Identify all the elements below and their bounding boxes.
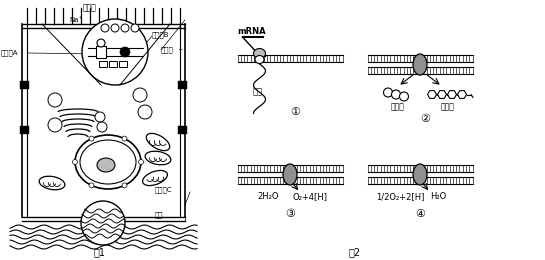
Circle shape <box>138 159 143 165</box>
Circle shape <box>133 88 147 102</box>
Ellipse shape <box>145 151 171 165</box>
Ellipse shape <box>146 133 169 151</box>
Bar <box>109 61 117 67</box>
Circle shape <box>122 136 127 141</box>
Circle shape <box>111 24 119 32</box>
Text: 图2: 图2 <box>349 247 361 257</box>
Circle shape <box>81 201 125 245</box>
Text: 葡萄糖: 葡萄糖 <box>391 102 405 111</box>
Text: 膜蛋白C: 膜蛋白C <box>155 187 173 193</box>
Bar <box>119 61 127 67</box>
Text: ②: ② <box>420 114 430 124</box>
Circle shape <box>89 136 94 141</box>
Circle shape <box>120 47 130 57</box>
Text: ①: ① <box>290 107 300 117</box>
Text: ─: ─ <box>178 48 181 53</box>
Text: H₂O: H₂O <box>430 192 446 201</box>
Bar <box>99 61 107 67</box>
Bar <box>178 81 187 89</box>
Text: O₂+4[H]: O₂+4[H] <box>293 192 328 201</box>
Text: 图1: 图1 <box>94 247 106 257</box>
Text: 葡萄糖: 葡萄糖 <box>83 3 97 12</box>
Ellipse shape <box>143 171 167 186</box>
Circle shape <box>121 24 129 32</box>
Text: 1/2O₂+2[H]: 1/2O₂+2[H] <box>376 192 424 201</box>
Circle shape <box>101 24 109 32</box>
Text: 2H₂O: 2H₂O <box>257 192 278 201</box>
Text: 微绒毛: 微绒毛 <box>161 47 174 53</box>
Ellipse shape <box>283 164 297 185</box>
Circle shape <box>82 19 148 85</box>
Ellipse shape <box>413 164 427 185</box>
Text: 基膜: 基膜 <box>155 212 163 218</box>
Text: mRNA: mRNA <box>238 27 266 36</box>
Text: ③: ③ <box>285 209 295 219</box>
Circle shape <box>138 105 152 119</box>
Ellipse shape <box>413 54 427 75</box>
Text: Na⁺: Na⁺ <box>69 17 83 23</box>
Text: 纤维素: 纤维素 <box>441 102 455 111</box>
Text: 肽链: 肽链 <box>252 88 263 96</box>
Circle shape <box>48 118 62 132</box>
Ellipse shape <box>253 49 265 58</box>
Circle shape <box>399 92 409 101</box>
Text: ④: ④ <box>415 209 425 219</box>
Ellipse shape <box>80 140 136 184</box>
Circle shape <box>131 24 139 32</box>
Text: 膜蛋白A: 膜蛋白A <box>1 50 19 56</box>
Ellipse shape <box>39 176 65 190</box>
Bar <box>20 81 29 89</box>
Circle shape <box>391 90 401 99</box>
Circle shape <box>72 159 77 165</box>
Ellipse shape <box>75 135 141 189</box>
Circle shape <box>95 112 105 122</box>
Bar <box>178 126 187 134</box>
Circle shape <box>48 93 62 107</box>
Circle shape <box>97 122 107 132</box>
Ellipse shape <box>97 158 115 172</box>
Ellipse shape <box>255 55 264 63</box>
Bar <box>96 46 106 58</box>
Circle shape <box>122 183 127 188</box>
Text: 膜蛋白B: 膜蛋白B <box>152 32 169 38</box>
Circle shape <box>384 88 392 97</box>
Circle shape <box>97 39 105 47</box>
Bar <box>20 126 29 134</box>
Circle shape <box>89 183 94 188</box>
